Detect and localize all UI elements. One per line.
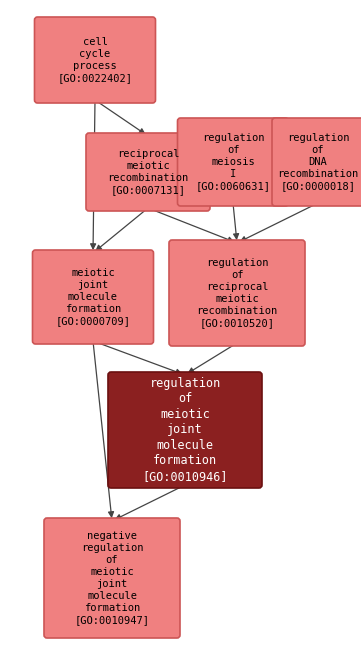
FancyBboxPatch shape <box>178 118 288 206</box>
Text: meiotic
joint
molecule
formation
[GO:0000709]: meiotic joint molecule formation [GO:000… <box>56 268 130 326</box>
FancyBboxPatch shape <box>86 133 210 211</box>
FancyBboxPatch shape <box>169 240 305 346</box>
Text: reciprocal
meiotic
recombination
[GO:0007131]: reciprocal meiotic recombination [GO:000… <box>107 149 189 195</box>
FancyBboxPatch shape <box>272 118 361 206</box>
FancyBboxPatch shape <box>108 372 262 488</box>
Text: regulation
of
meiosis
I
[GO:0060631]: regulation of meiosis I [GO:0060631] <box>196 133 270 191</box>
Text: regulation
of
reciprocal
meiotic
recombination
[GO:0010520]: regulation of reciprocal meiotic recombi… <box>196 258 278 328</box>
FancyBboxPatch shape <box>32 250 153 344</box>
Text: regulation
of
DNA
recombination
[GO:0000018]: regulation of DNA recombination [GO:0000… <box>277 133 358 191</box>
Text: cell
cycle
process
[GO:0022402]: cell cycle process [GO:0022402] <box>57 37 132 83</box>
Text: negative
regulation
of
meiotic
joint
molecule
formation
[GO:0010947]: negative regulation of meiotic joint mol… <box>74 531 149 625</box>
FancyBboxPatch shape <box>44 518 180 638</box>
Text: regulation
of
meiotic
joint
molecule
formation
[GO:0010946]: regulation of meiotic joint molecule for… <box>142 377 228 483</box>
FancyBboxPatch shape <box>35 17 156 103</box>
